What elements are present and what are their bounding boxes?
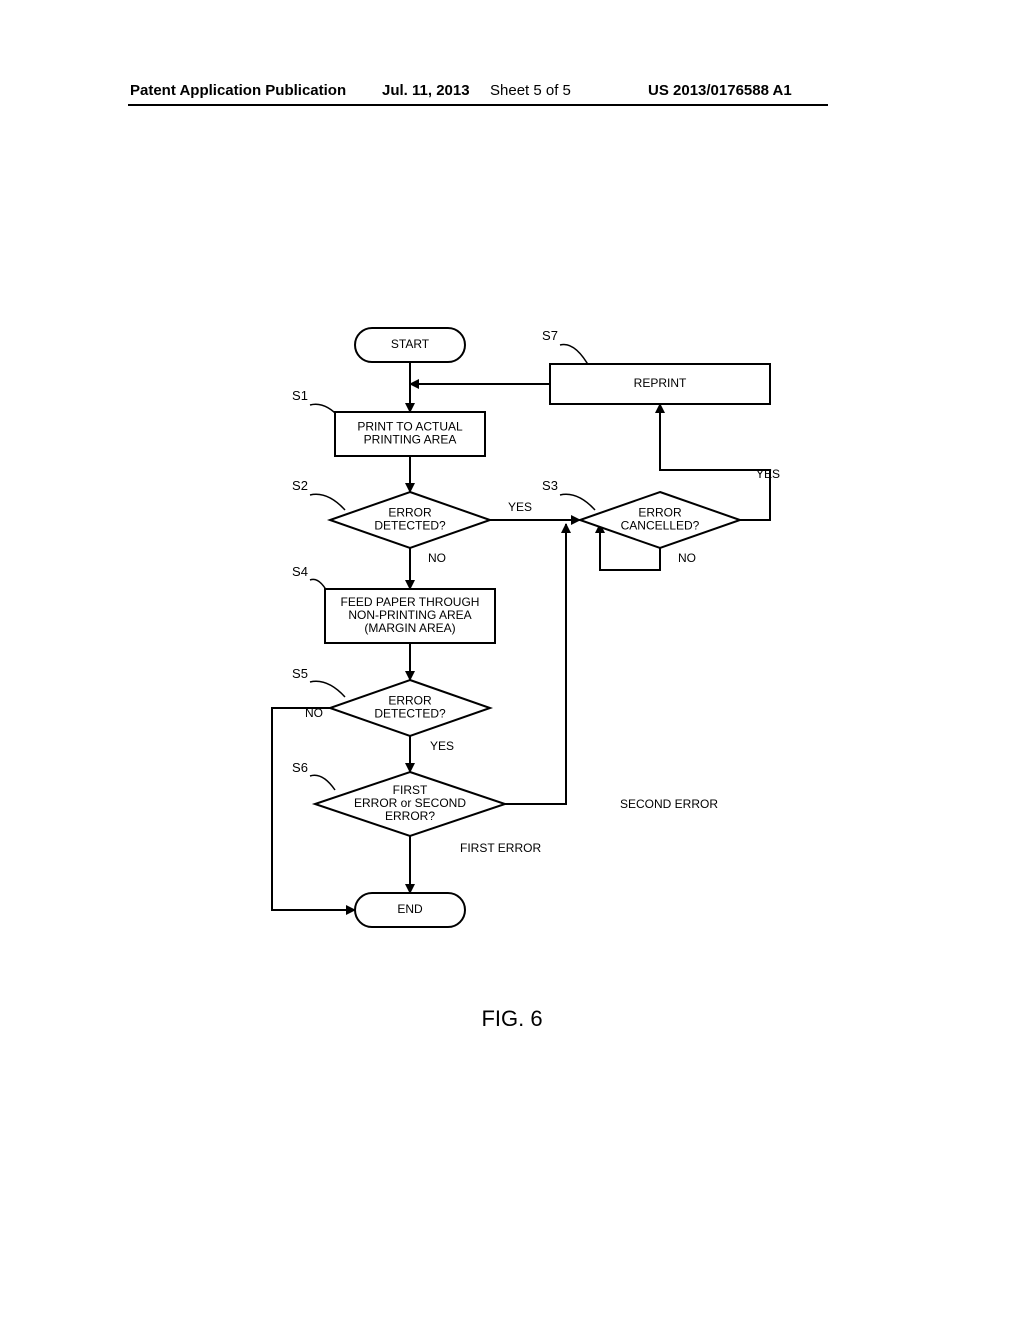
node-text: START — [391, 337, 430, 351]
step-label: S3 — [542, 478, 558, 493]
step-label: S1 — [292, 388, 308, 403]
node-text: ERROR — [388, 506, 432, 520]
edge-label: NO — [305, 706, 323, 720]
node-text: ERROR — [388, 694, 432, 708]
node-text: ERROR? — [385, 809, 435, 823]
leader-line — [560, 494, 595, 510]
node-text: NON-PRINTING AREA — [348, 608, 471, 622]
leader-line — [310, 494, 345, 510]
step-label: S7 — [542, 328, 558, 343]
node-s2: ERRORDETECTED? — [330, 492, 490, 548]
figure-label: FIG. 6 — [0, 1006, 1024, 1032]
edge-label: YES — [508, 500, 532, 514]
edge — [505, 524, 566, 804]
edge-label: FIRST ERROR — [460, 841, 541, 855]
flowchart-svg: STARTPRINT TO ACTUALPRINTING AREAERRORDE… — [0, 0, 1024, 1320]
node-text: ERROR or SECOND — [354, 796, 466, 810]
node-text: FIRST — [393, 783, 428, 797]
node-text: END — [397, 902, 423, 916]
edge-label: YES — [430, 739, 454, 753]
step-label: S5 — [292, 666, 308, 681]
step-label: S2 — [292, 478, 308, 493]
node-text: DETECTED? — [374, 707, 446, 721]
node-text: CANCELLED? — [621, 519, 700, 533]
node-s3: ERRORCANCELLED? — [580, 492, 740, 548]
node-s4: FEED PAPER THROUGHNON-PRINTING AREA(MARG… — [325, 589, 495, 643]
node-text: REPRINT — [634, 376, 687, 390]
node-s1: PRINT TO ACTUALPRINTING AREA — [335, 412, 485, 456]
step-label: S6 — [292, 760, 308, 775]
node-start: START — [355, 328, 465, 362]
edge-label: SECOND ERROR — [620, 797, 718, 811]
page: Patent Application Publication Jul. 11, … — [0, 0, 1024, 1320]
leader-line — [310, 681, 345, 697]
node-s7: REPRINT — [550, 364, 770, 404]
edge-label: NO — [678, 551, 696, 565]
edge-label: NO — [428, 551, 446, 565]
node-text: ERROR — [638, 506, 682, 520]
node-end: END — [355, 893, 465, 927]
node-s6: FIRSTERROR or SECONDERROR? — [315, 772, 505, 836]
step-label: S4 — [292, 564, 308, 579]
node-text: PRINTING AREA — [364, 433, 457, 447]
node-text: DETECTED? — [374, 519, 446, 533]
node-text: PRINT TO ACTUAL — [357, 420, 463, 434]
node-text: (MARGIN AREA) — [364, 621, 455, 635]
edge-label: YES — [756, 467, 780, 481]
node-s5: ERRORDETECTED? — [330, 680, 490, 736]
node-text: FEED PAPER THROUGH — [341, 595, 480, 609]
leader-line — [310, 775, 335, 790]
